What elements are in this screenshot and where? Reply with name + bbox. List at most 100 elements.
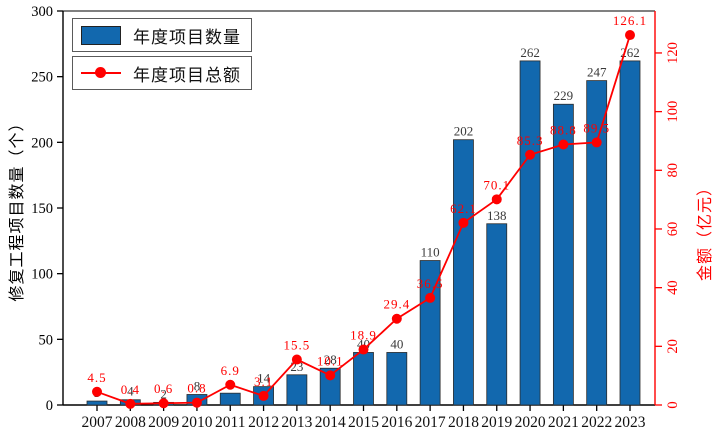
line-point — [558, 139, 569, 150]
left-tick-label: 250 — [31, 70, 53, 86]
line-value-label: 15.5 — [284, 338, 311, 353]
x-tick-label: 2022 — [581, 414, 612, 431]
line-value-label: 3.1 — [254, 374, 273, 389]
line-value-label: 0.6 — [154, 381, 173, 396]
bar-swatch-icon — [81, 25, 121, 45]
bar-value-label: 28 — [324, 352, 337, 367]
line-point — [225, 379, 236, 390]
x-tick-label: 2018 — [448, 414, 479, 431]
left-tick-label: 150 — [31, 201, 53, 217]
line-point — [125, 398, 136, 409]
right-tick-label: 100 — [665, 101, 681, 123]
bar — [619, 60, 641, 406]
right-tick-label: 40 — [665, 280, 681, 295]
x-tick-label: 2010 — [181, 414, 212, 431]
line-point — [358, 344, 369, 355]
legend-label-line: 年度项目总额 — [133, 65, 241, 85]
x-tick-label: 2015 — [348, 414, 379, 431]
line-value-label: 0.8 — [187, 381, 206, 396]
legend-item-bar-series: 年度项目数量 — [72, 18, 252, 52]
line-value-label: 88.8 — [550, 122, 577, 137]
line-point — [258, 390, 269, 401]
right-tick-label: 0 — [665, 401, 681, 408]
chart-legend: 年度项目数量 年度项目总额 — [72, 18, 252, 90]
bar-value-label: 14 — [257, 371, 271, 386]
bar — [319, 367, 341, 406]
legend-item-line-series: 年度项目总额 — [72, 56, 252, 90]
bar — [86, 400, 108, 406]
right-tick-label: 80 — [665, 163, 681, 178]
bar — [353, 352, 374, 406]
left-tick-label: 200 — [31, 135, 53, 151]
line-value-label: 89.5 — [583, 120, 610, 135]
bar-value-label: 202 — [454, 124, 474, 139]
left-tick-label: 300 — [31, 4, 53, 20]
x-tick-label: 2011 — [215, 414, 245, 431]
x-tick-label: 2007 — [82, 414, 113, 431]
x-tick-label: 2012 — [248, 414, 279, 431]
bar — [386, 352, 408, 406]
line-point — [325, 370, 336, 381]
left-axis-title: 修复工程项目数量（个） — [9, 114, 26, 302]
bar — [486, 223, 508, 406]
line-value-label: 0.4 — [121, 382, 140, 397]
bar-value-label: 40 — [390, 336, 403, 351]
right-tick-label: 120 — [665, 42, 681, 64]
left-tick-label: 0 — [46, 398, 53, 414]
bar-value-label: 110 — [421, 245, 440, 260]
bar-value-label: 262 — [520, 45, 540, 60]
left-tick-label: 100 — [31, 267, 53, 283]
line-value-label: 36.5 — [417, 276, 444, 291]
bar-value-label: 8 — [194, 378, 201, 393]
line-point — [458, 217, 469, 228]
bar — [519, 60, 541, 406]
line-point — [625, 30, 635, 41]
x-tick-label: 2023 — [615, 414, 646, 431]
x-tick-label: 2009 — [148, 414, 179, 431]
line-value-label: 62.1 — [450, 201, 477, 216]
x-tick-label: 2013 — [281, 414, 312, 431]
legend-label-bar: 年度项目数量 — [133, 27, 241, 47]
right-tick-label: 20 — [665, 339, 681, 354]
line-value-label: 70.1 — [483, 177, 510, 192]
bar — [219, 392, 241, 406]
x-tick-label: 2020 — [515, 414, 546, 431]
line-dot-swatch-icon — [81, 64, 121, 83]
bar-value-label: 229 — [554, 88, 574, 103]
bar — [286, 374, 308, 406]
line-point — [591, 137, 602, 148]
line-value-label: 126.1 — [613, 13, 647, 28]
bar-value-label: 4 — [127, 384, 134, 399]
x-tick-label: 2017 — [415, 414, 446, 431]
right-axis-title: 金额（亿元） — [697, 178, 714, 282]
line-value-label: 6.9 — [221, 363, 240, 378]
line-value-label: 10.1 — [317, 353, 344, 368]
left-tick-label: 50 — [39, 332, 54, 348]
line-value-label: 4.5 — [87, 370, 106, 385]
line-point — [158, 398, 169, 409]
line-value-label: 85.3 — [517, 133, 544, 148]
bar — [552, 103, 574, 406]
line-point — [291, 354, 302, 365]
bar-value-label: 2 — [160, 386, 167, 401]
bar-value-label: 138 — [487, 208, 507, 223]
line-point — [425, 292, 436, 303]
x-tick-label: 2016 — [381, 414, 412, 431]
line-value-label: 18.9 — [350, 328, 377, 343]
bar — [586, 80, 608, 406]
bar-value-label: 247 — [587, 65, 607, 80]
x-tick-label: 2019 — [481, 414, 512, 431]
line-point — [491, 194, 502, 205]
line-point — [525, 149, 536, 160]
bar — [453, 139, 474, 406]
bar — [419, 260, 441, 406]
x-tick-label: 2014 — [315, 414, 346, 431]
line-point — [92, 386, 102, 397]
line-value-label: 29.4 — [383, 297, 410, 312]
right-tick-label: 60 — [665, 222, 681, 237]
line-point — [191, 397, 202, 408]
x-tick-label: 2021 — [548, 414, 579, 431]
x-tick-label: 2008 — [115, 414, 146, 431]
